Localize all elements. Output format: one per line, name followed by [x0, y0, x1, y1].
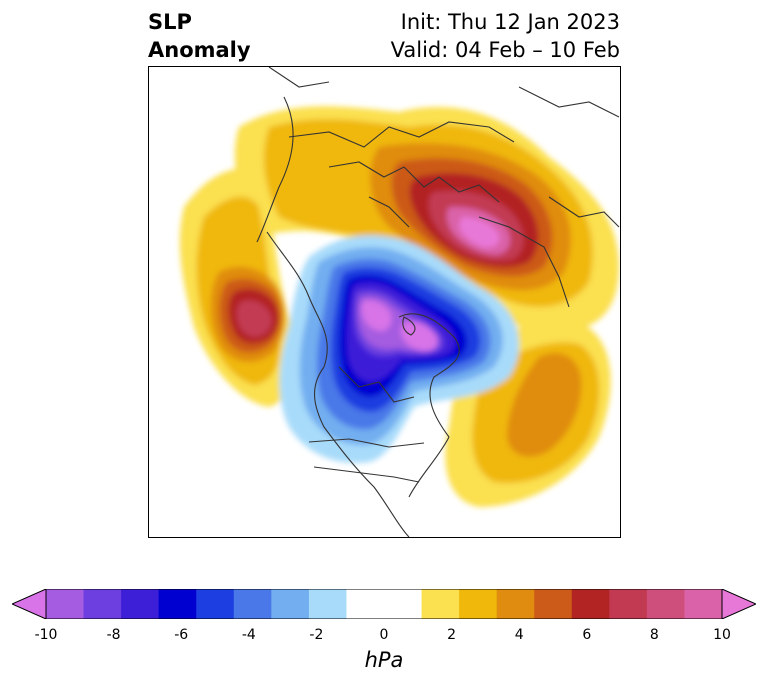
map-title: SLP Anomaly: [148, 8, 251, 64]
colorbar-tick: -2: [309, 627, 324, 643]
colorbar-tick: 0: [379, 627, 389, 643]
title-line-2: Anomaly: [148, 38, 251, 62]
colorbar-segment: [83, 589, 122, 619]
colorbar-max-arrow: [721, 589, 756, 619]
pos-contour-10-north: [459, 217, 500, 248]
colorbar-tick: 8: [649, 627, 659, 643]
colorbar-tick: -8: [106, 627, 121, 643]
colorbar-segment: [684, 589, 723, 619]
colorbar-segment: [346, 589, 385, 619]
neg-contour-10-a: [361, 300, 392, 332]
colorbar-outline: [45, 589, 723, 619]
colorbar: [12, 589, 756, 619]
title-line-1: SLP: [148, 10, 192, 34]
colorbar-tick: 4: [514, 627, 524, 643]
colorbar-segments: [46, 589, 723, 619]
colorbar-segment: [121, 589, 160, 619]
colorbar-tick: -6: [174, 627, 189, 643]
init-date: Init: Thu 12 Jan 2023: [400, 10, 620, 34]
colorbar-segment: [233, 589, 272, 619]
colorbar-unit-label: hPa: [364, 648, 404, 672]
colorbar-segment: [421, 589, 460, 619]
colorbar-tick-labels: -10 -8 -6 -4 -2 0 2 4 6 8 10: [0, 627, 768, 647]
colorbar-segment: [459, 589, 498, 619]
map-canvas: [179, 67, 620, 537]
colorbar-segment: [46, 589, 85, 619]
colorbar-tick: -4: [241, 627, 256, 643]
pos-contour-4-atlantic: [507, 353, 582, 457]
colorbar-segment: [308, 589, 347, 619]
colorbar-segment: [496, 589, 535, 619]
anomaly-contours: [179, 106, 620, 507]
colorbar-min-arrow: [12, 589, 47, 619]
colorbar-segment: [534, 589, 573, 619]
colorbar-segment: [609, 589, 648, 619]
colorbar-tick: 6: [582, 627, 592, 643]
colorbar-segment: [571, 589, 610, 619]
colorbar-tick: 2: [447, 627, 457, 643]
colorbar-segment: [196, 589, 235, 619]
colorbar-segment: [384, 589, 423, 619]
colorbar-segment: [158, 589, 197, 619]
colorbar-segment: [271, 589, 310, 619]
slp-anomaly-map: [148, 66, 621, 538]
forecast-dates: Init: Thu 12 Jan 2023 Valid: 04 Feb – 10…: [391, 8, 620, 64]
colorbar-tick: -10: [34, 627, 58, 643]
neg-contour-10-b: [400, 321, 438, 352]
valid-range: Valid: 04 Feb – 10 Feb: [390, 38, 620, 62]
pos-contour-7-pacific: [236, 300, 272, 337]
coastlines: [256, 67, 620, 537]
colorbar-segment: [646, 589, 685, 619]
colorbar-tick: 10: [713, 627, 731, 643]
